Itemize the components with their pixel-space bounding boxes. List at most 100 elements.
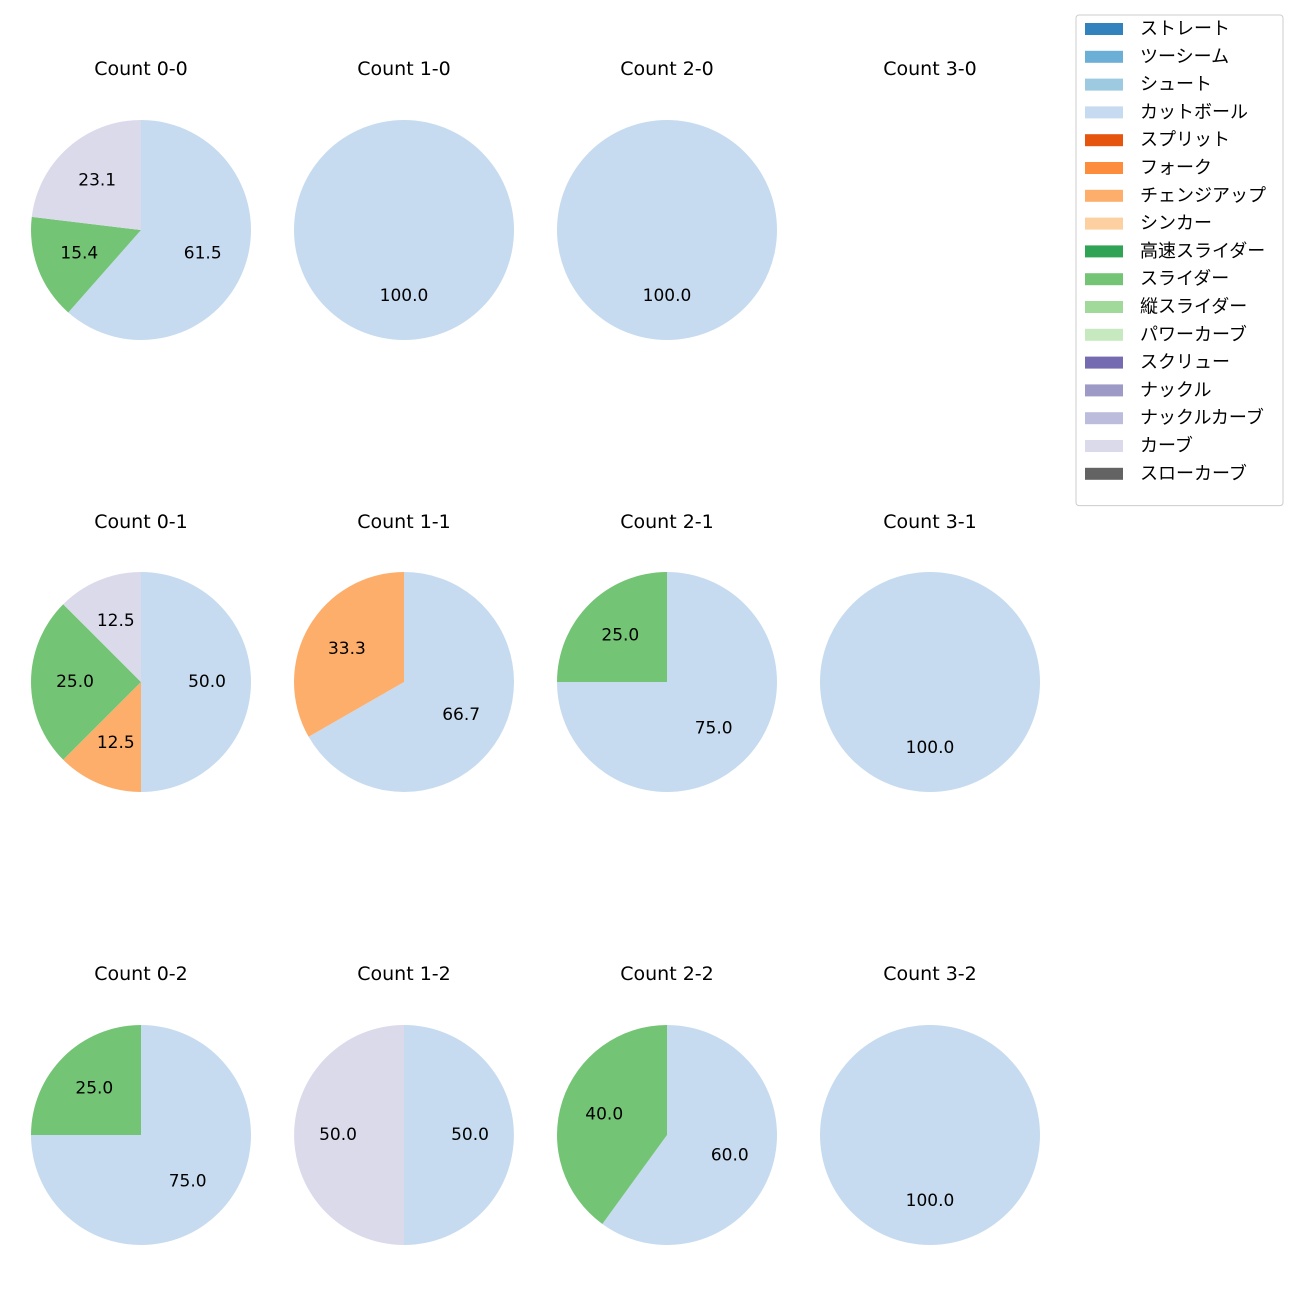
pct-label: 100.0 bbox=[906, 1191, 955, 1211]
legend-item: スライダー bbox=[1085, 269, 1229, 290]
legend-label: シュート bbox=[1140, 74, 1212, 95]
pie-slice-0 bbox=[557, 120, 777, 340]
legend-label: カットボール bbox=[1140, 102, 1248, 123]
legend-swatch bbox=[1085, 356, 1123, 369]
pie-count-1-2: Count 1-2 50.0 50.0 bbox=[294, 963, 514, 1245]
pct-label: 33.3 bbox=[328, 639, 366, 659]
chart-title: Count 1-0 bbox=[357, 58, 451, 80]
pie-count-0-0: Count 0-0 61.5 15.4 23.1 bbox=[30, 58, 251, 341]
pct-label: 12.5 bbox=[97, 733, 135, 753]
legend-label: ナックル bbox=[1140, 380, 1211, 401]
pie-slice-1 bbox=[31, 1025, 141, 1135]
chart-title: Count 1-2 bbox=[357, 963, 451, 985]
pie-slice-0 bbox=[308, 572, 514, 792]
legend-swatch bbox=[1085, 162, 1123, 174]
legend-label: スクリュー bbox=[1140, 352, 1230, 373]
pie-slice-2 bbox=[31, 120, 141, 230]
chart-title: Count 3-1 bbox=[883, 511, 977, 533]
legend-label: ストレート bbox=[1140, 19, 1230, 40]
legend-swatch bbox=[1085, 301, 1123, 313]
legend-item: スクリュー bbox=[1085, 352, 1230, 373]
pie-count-2-2: Count 2-2 60.0 40.0 bbox=[557, 963, 778, 1246]
pie-slice-0 bbox=[404, 1025, 514, 1245]
chart-title: Count 0-2 bbox=[94, 963, 188, 985]
pie-slice-1 bbox=[557, 572, 667, 682]
legend-label: スライダー bbox=[1140, 269, 1229, 290]
legend-item: カーブ bbox=[1085, 435, 1193, 457]
pie-slice-1 bbox=[63, 682, 141, 792]
legend-item: シュート bbox=[1085, 74, 1212, 95]
legend-label: 縦スライダー bbox=[1140, 297, 1247, 318]
legend-swatch bbox=[1085, 245, 1123, 258]
chart-title: Count 0-1 bbox=[94, 511, 188, 533]
pct-label: 40.0 bbox=[585, 1105, 623, 1125]
legend-swatch bbox=[1085, 217, 1123, 230]
legend-label: スプリット bbox=[1140, 130, 1230, 151]
legend-item: 高速スライダー bbox=[1085, 241, 1265, 262]
legend-swatch bbox=[1085, 106, 1123, 119]
legend-swatch bbox=[1085, 23, 1123, 35]
legend-item: カットボール bbox=[1085, 102, 1248, 123]
legend-label: チェンジアップ bbox=[1140, 185, 1266, 206]
pct-label: 25.0 bbox=[75, 1078, 113, 1098]
pie-count-1-0: Count 1-0 100.0 bbox=[294, 58, 514, 340]
pie-slice-0 bbox=[294, 120, 514, 340]
chart-title: Count 3-2 bbox=[883, 963, 977, 985]
pie-count-0-2: Count 0-2 75.0 25.0 bbox=[31, 963, 251, 1245]
legend-frame bbox=[1075, 14, 1284, 507]
pie-count-3-2: Count 3-2 100.0 bbox=[820, 963, 1040, 1245]
pie-slice-0 bbox=[820, 1025, 1040, 1245]
legend: ストレートツーシームシュートカットボールスプリットフォークチェンジアップシンカー… bbox=[1075, 14, 1284, 507]
legend-label: ナックルカーブ bbox=[1140, 407, 1264, 429]
pct-label: 66.7 bbox=[442, 705, 480, 725]
legend-swatch bbox=[1085, 189, 1123, 202]
chart-title: Count 0-0 bbox=[94, 58, 188, 80]
pie-slice-0 bbox=[141, 572, 251, 792]
pct-label: 50.0 bbox=[319, 1125, 357, 1145]
legend-item: スプリット bbox=[1085, 130, 1230, 151]
pct-label: 12.5 bbox=[97, 611, 135, 631]
pie-count-3-1: Count 3-1 100.0 bbox=[820, 511, 1040, 792]
pct-label: 15.4 bbox=[60, 244, 98, 264]
pct-label: 50.0 bbox=[188, 672, 226, 692]
pie-slice-1 bbox=[293, 572, 404, 737]
legend-item: チェンジアップ bbox=[1085, 185, 1266, 206]
pct-label: 100.0 bbox=[643, 286, 692, 306]
legend-item: シンカー bbox=[1085, 213, 1212, 234]
pie-slice-0 bbox=[602, 1025, 778, 1246]
legend-item: フォーク bbox=[1085, 158, 1212, 179]
legend-label: パワーカーブ bbox=[1140, 323, 1247, 345]
legend-item: 縦スライダー bbox=[1085, 297, 1247, 318]
chart-title: Count 2-2 bbox=[620, 963, 714, 985]
legend-item: ストレート bbox=[1085, 19, 1230, 40]
pct-label: 100.0 bbox=[380, 286, 429, 306]
pct-label: 25.0 bbox=[601, 625, 639, 645]
legend-swatch bbox=[1085, 328, 1123, 341]
legend-label: シンカー bbox=[1140, 213, 1212, 234]
chart-title: Count 2-1 bbox=[620, 511, 714, 533]
pie-slice-2 bbox=[31, 604, 141, 760]
legend-label: スローカーブ bbox=[1140, 462, 1247, 484]
pie-count-3-0: Count 3-0 bbox=[883, 58, 977, 80]
pie-slice-1 bbox=[557, 1025, 667, 1224]
legend-label: ツーシーム bbox=[1140, 46, 1229, 67]
pie-count-2-1: Count 2-1 75.0 25.0 bbox=[557, 511, 777, 792]
pct-label: 100.0 bbox=[906, 738, 955, 758]
pct-label: 25.0 bbox=[56, 672, 94, 692]
legend-label: 高速スライダー bbox=[1140, 241, 1265, 262]
legend-swatch bbox=[1085, 384, 1123, 397]
pct-label: 61.5 bbox=[184, 243, 222, 263]
legend-item: ナックルカーブ bbox=[1085, 407, 1264, 429]
pie-slice-1 bbox=[30, 216, 141, 313]
pie-count-0-1: Count 0-1 50.0 12.5 25.0 12.5 bbox=[31, 511, 251, 792]
pie-count-1-1: Count 1-1 66.7 33.3 bbox=[293, 511, 514, 792]
pie-slice-1 bbox=[294, 1025, 404, 1245]
chart-title: Count 1-1 bbox=[357, 511, 451, 533]
legend-swatch bbox=[1085, 50, 1123, 63]
legend-swatch bbox=[1085, 134, 1123, 147]
legend-swatch bbox=[1085, 78, 1123, 91]
pie-slice-0 bbox=[820, 572, 1040, 792]
legend-label: フォーク bbox=[1140, 158, 1212, 179]
